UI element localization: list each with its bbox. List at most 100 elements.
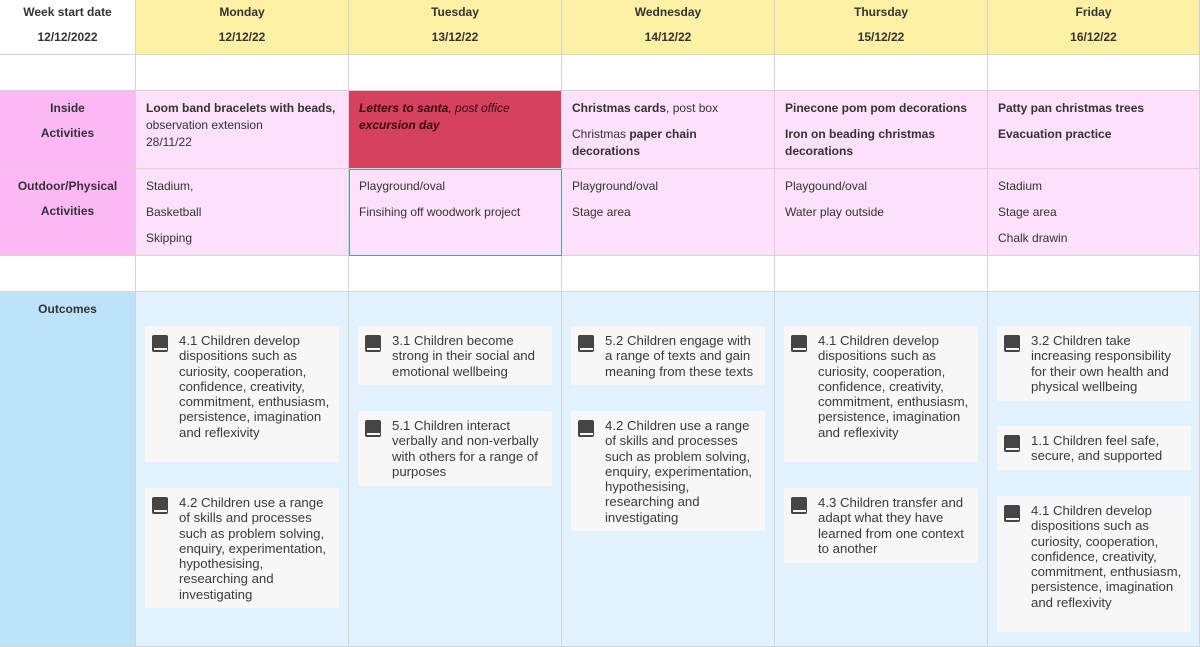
activity-detail: observation extension [146,118,263,132]
activity-line: Skipping [146,231,193,245]
outcome-card[interactable]: 4.1 Children develop dispositions such a… [997,496,1191,632]
week-start-date: 12/12/2022 [37,30,98,44]
day-date: 13/12/22 [431,30,479,44]
activity-text: Loom band bracelets with beads, observat… [146,100,342,151]
activity-text: Letters to santa, post office excursion … [359,100,555,134]
book-icon [365,420,381,437]
day-date: 15/12/22 [857,30,905,44]
outcome-card[interactable]: 3.2 Children take increasing responsibil… [997,326,1191,401]
day-date: 16/12/22 [1070,30,1117,44]
outdoor-activity-monday[interactable]: Stadium, Basketball Skipping [136,169,349,256]
activity-line: Evacuation practice [998,127,1112,141]
activity-line: Stadium [998,179,1043,193]
day-header-thursday[interactable]: Thursday 15/12/22 [775,0,988,55]
empty-cell[interactable] [349,55,562,91]
outcome-text: 3.1 Children become strong in their soci… [392,333,535,379]
day-name: Tuesday [431,5,479,19]
outdoor-activity-tuesday-selected[interactable]: Playground/oval Finsihing off woodwork p… [349,169,562,256]
day-header-wednesday[interactable]: Wednesday 14/12/22 [562,0,775,55]
inside-activity-friday[interactable]: Patty pan christmas trees Evacuation pra… [988,91,1200,169]
row-label-inside[interactable]: Inside Activities [0,91,136,169]
empty-cell[interactable] [349,256,562,292]
day-date: 14/12/22 [644,30,692,44]
outcome-text: 1.1 Children feel safe, secure, and supp… [1031,433,1163,464]
activity-bold-line: excursion day [359,118,440,132]
outcome-card[interactable]: 5.1 Children interact verbally and non-v… [358,411,552,486]
day-name: Friday [1075,5,1112,19]
empty-cell[interactable] [562,55,775,91]
activity-detail: , post office [448,101,510,115]
inside-activity-monday[interactable]: Loom band bracelets with beads, observat… [136,91,349,169]
activity-bold: Letters to santa [359,101,449,115]
row-label-line: Activities [40,126,95,140]
activity-line: Pinecone pom pom decorations [785,101,968,115]
outcome-text: 4.2 Children use a range of skills and p… [605,418,753,525]
book-icon [1004,335,1020,352]
row-label-line: Activities [40,204,95,218]
activity-line: Chalk drawin [998,231,1068,245]
book-icon [1004,505,1020,522]
activity-text: Playground/oval Finsihing off woodwork p… [359,178,555,221]
activity-line: Stadium, [146,179,194,193]
inside-activity-tuesday-highlighted[interactable]: Letters to santa, post office excursion … [349,91,562,169]
activity-line: Water play outside [785,205,884,219]
outdoor-activity-friday[interactable]: Stadium Stage area Chalk drawin [988,169,1200,256]
day-name: Wednesday [634,5,702,19]
activity-text: Pinecone pom pom decorations Iron on bea… [785,100,981,160]
row-label-line: Outcomes [38,302,97,316]
activity-line: Playground/oval [572,179,659,193]
empty-cell[interactable] [775,55,988,91]
activity-extra: 28/11/22 [146,135,192,149]
empty-cell[interactable] [136,55,349,91]
book-icon [152,497,168,514]
outcome-text: 4.2 Children use a range of skills and p… [179,495,327,602]
activity-detail: Christmas [572,127,630,141]
day-header-tuesday[interactable]: Tuesday 13/12/22 [349,0,562,55]
empty-cell[interactable] [0,55,136,91]
day-name: Thursday [853,5,908,19]
week-start-cell[interactable]: Week start date 12/12/2022 [0,0,136,55]
activity-line: Basketball [146,205,202,219]
empty-cell[interactable] [0,256,136,292]
empty-cell[interactable] [562,256,775,292]
inside-activity-thursday[interactable]: Pinecone pom pom decorations Iron on bea… [775,91,988,169]
outcome-card[interactable]: 5.2 Children engage with a range of text… [571,326,765,385]
outcome-text: 4.1 Children develop dispositions such a… [818,333,969,440]
outcome-card[interactable]: 4.1 Children develop dispositions such a… [784,326,978,462]
outcome-text: 5.2 Children engage with a range of text… [605,333,754,379]
empty-cell[interactable] [775,256,988,292]
outdoor-activity-wednesday[interactable]: Playground/oval Stage area [562,169,775,256]
row-label-outdoor[interactable]: Outdoor/Physical Activities [0,169,136,256]
outcome-text: 4.1 Children develop dispositions such a… [179,333,330,440]
outcome-card[interactable]: 4.2 Children use a range of skills and p… [571,411,765,531]
activity-text: Patty pan christmas trees Evacuation pra… [998,100,1193,143]
empty-cell[interactable] [988,55,1200,91]
empty-cell[interactable] [988,256,1200,292]
row-label-outcomes[interactable]: Outcomes [0,292,136,647]
day-name: Monday [219,5,265,19]
inside-activity-wednesday[interactable]: Christmas cards, post box Christmas pape… [562,91,775,169]
activity-text: Stadium, Basketball Skipping [146,178,342,247]
activity-detail: , post box [666,101,719,115]
row-label-line: Outdoor/Physical [17,179,118,193]
activity-bold: Loom band bracelets with beads, [146,101,336,115]
outcome-text: 5.1 Children interact verbally and non-v… [392,418,539,479]
outcome-card[interactable]: 4.2 Children use a range of skills and p… [145,488,339,608]
outcome-text: 4.3 Children transfer and adapt what the… [818,495,964,556]
row-label-line: Inside [50,101,85,115]
activity-line: Stage area [998,205,1057,219]
activity-text: Playground/oval Stage area [572,178,768,221]
outcome-card[interactable]: 4.3 Children transfer and adapt what the… [784,488,978,563]
outcome-card[interactable]: 4.1 Children develop dispositions such a… [145,326,339,462]
activity-line: Iron on beading christmas [785,127,936,141]
day-header-monday[interactable]: Monday 12/12/22 [136,0,349,55]
outcome-card[interactable]: 3.1 Children become strong in their soci… [358,326,552,385]
activity-line: Patty pan christmas trees [998,101,1145,115]
outcome-card[interactable]: 1.1 Children feel safe, secure, and supp… [997,426,1191,470]
outdoor-activity-thursday[interactable]: Playgound/oval Water play outside [775,169,988,256]
empty-cell[interactable] [136,256,349,292]
activity-bold: Christmas cards [572,101,667,115]
activity-bold-line: decorations [572,144,641,158]
day-header-friday[interactable]: Friday 16/12/22 [988,0,1200,55]
